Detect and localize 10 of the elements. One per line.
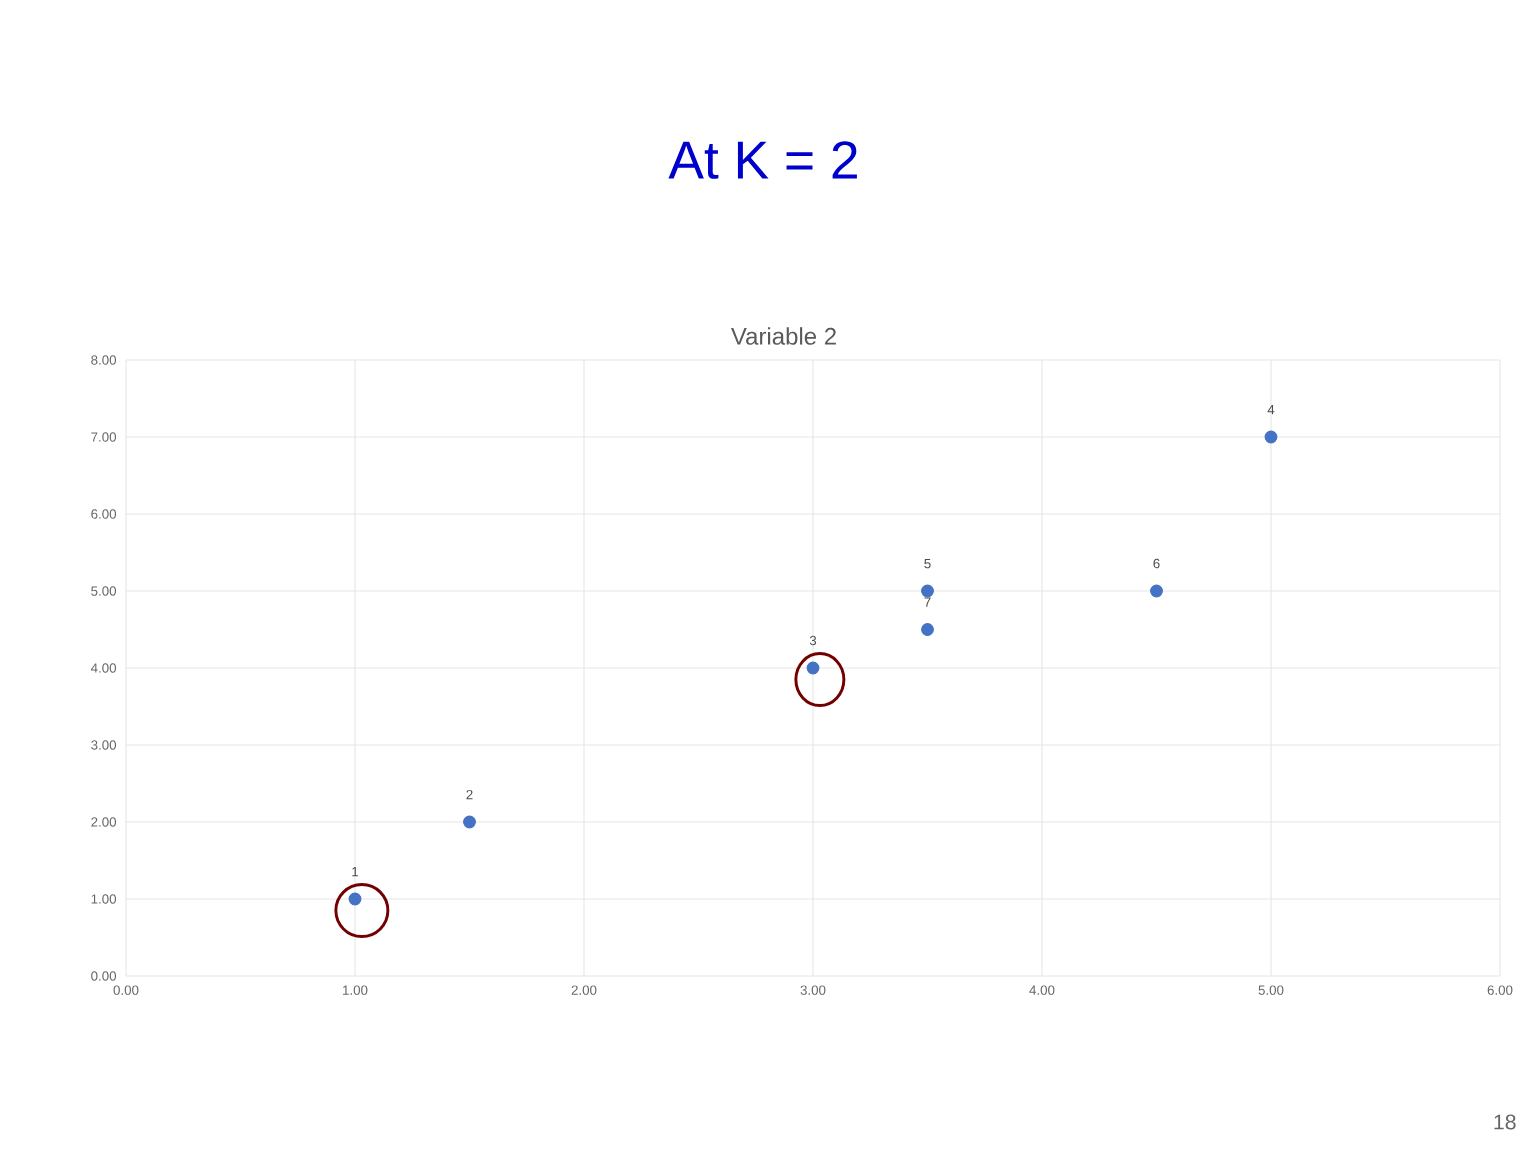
point: [1150, 584, 1163, 598]
point: [921, 623, 934, 636]
text: 18: [1494, 1114, 1516, 1130]
point: [1264, 430, 1278, 444]
chart-title: At K = 2: [668, 141, 857, 179]
point: [806, 661, 820, 675]
point: [921, 584, 934, 598]
chart-subtitle: Variable 2: [730, 327, 836, 345]
point: [463, 815, 476, 829]
point: [348, 892, 362, 906]
